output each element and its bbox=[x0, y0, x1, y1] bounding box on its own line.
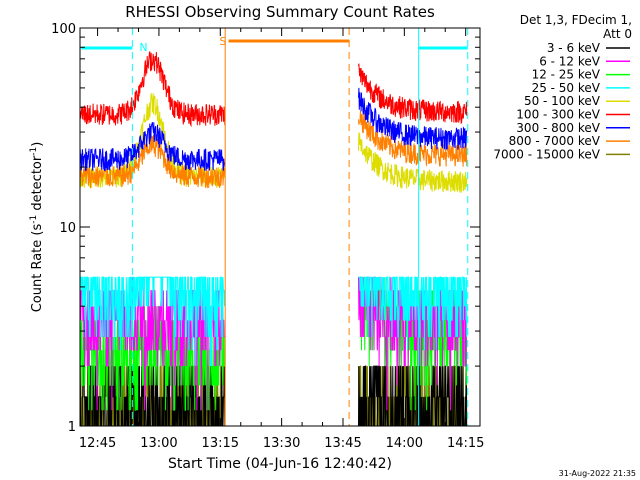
timestamp: 31-Aug-2022 21:35 bbox=[559, 469, 636, 478]
legend-label-4: 50 - 100 keV bbox=[524, 94, 601, 108]
x-tick-label-5: 14:00 bbox=[386, 436, 423, 451]
x-tick-label-1: 13:00 bbox=[140, 436, 177, 451]
legend-label-7: 800 - 7000 keV bbox=[509, 134, 601, 148]
legend-header-1: Det 1,3, FDecim 1, bbox=[520, 13, 632, 27]
series-line-6-seg-1 bbox=[358, 87, 468, 151]
axes-layer: 12:45 13:00 13:15 13:30 13:45 14:00 14:15 1 10 10… bbox=[51, 22, 484, 451]
y-axis-label-sup1: -1 bbox=[29, 215, 39, 224]
y-axis-label-sup2: -1 bbox=[29, 147, 39, 156]
series-line-4-seg-1 bbox=[358, 132, 468, 193]
legend-label-8: 7000 - 15000 keV bbox=[493, 147, 600, 161]
y-axis-label-part2: detector bbox=[30, 155, 45, 215]
x-axis-label: Start Time (04-Jun-16 12:40:42) bbox=[168, 456, 392, 472]
x-tick-label-4: 13:45 bbox=[324, 436, 361, 451]
legend-label-2: 12 - 25 keV bbox=[532, 68, 601, 82]
y-tick-label-1: 10 bbox=[59, 221, 76, 236]
x-tick-label-3: 13:30 bbox=[263, 436, 300, 451]
legend-label-5: 100 - 300 keV bbox=[516, 108, 600, 122]
legend-label-1: 6 - 12 keV bbox=[539, 54, 601, 68]
y-tick-label-2: 100 bbox=[51, 22, 76, 37]
series-line-5-seg-1 bbox=[358, 63, 468, 125]
series-line-7-seg-1 bbox=[358, 110, 468, 167]
y-axis-label: Count Rate (s-1 detector-1) bbox=[29, 142, 45, 313]
y-axis-label-part3: ) bbox=[30, 142, 45, 147]
legend-label-6: 300 - 800 keV bbox=[516, 121, 600, 135]
x-tick-label-0: 12:45 bbox=[79, 436, 116, 451]
legend-label-3: 25 - 50 keV bbox=[532, 81, 601, 95]
y-axis-label-part1: Count Rate (s bbox=[30, 224, 45, 313]
legend-label-0: 3 - 6 keV bbox=[547, 41, 601, 55]
y-tick-label-0: 1 bbox=[68, 420, 76, 435]
chart-title: RHESSI Observing Summary Count Rates bbox=[125, 3, 435, 21]
series-line-3-seg-0 bbox=[79, 276, 226, 367]
legend-header-2: Att 0 bbox=[603, 27, 632, 41]
x-tick-label-2: 13:15 bbox=[202, 436, 239, 451]
series-line-5-seg-0 bbox=[80, 51, 226, 128]
night-label-0: N bbox=[139, 41, 147, 54]
saa-label: S bbox=[219, 35, 226, 48]
x-tick-label-6: 14:15 bbox=[447, 436, 484, 451]
series-line-3-seg-1 bbox=[358, 276, 468, 351]
series-line-6-seg-0 bbox=[79, 122, 226, 171]
